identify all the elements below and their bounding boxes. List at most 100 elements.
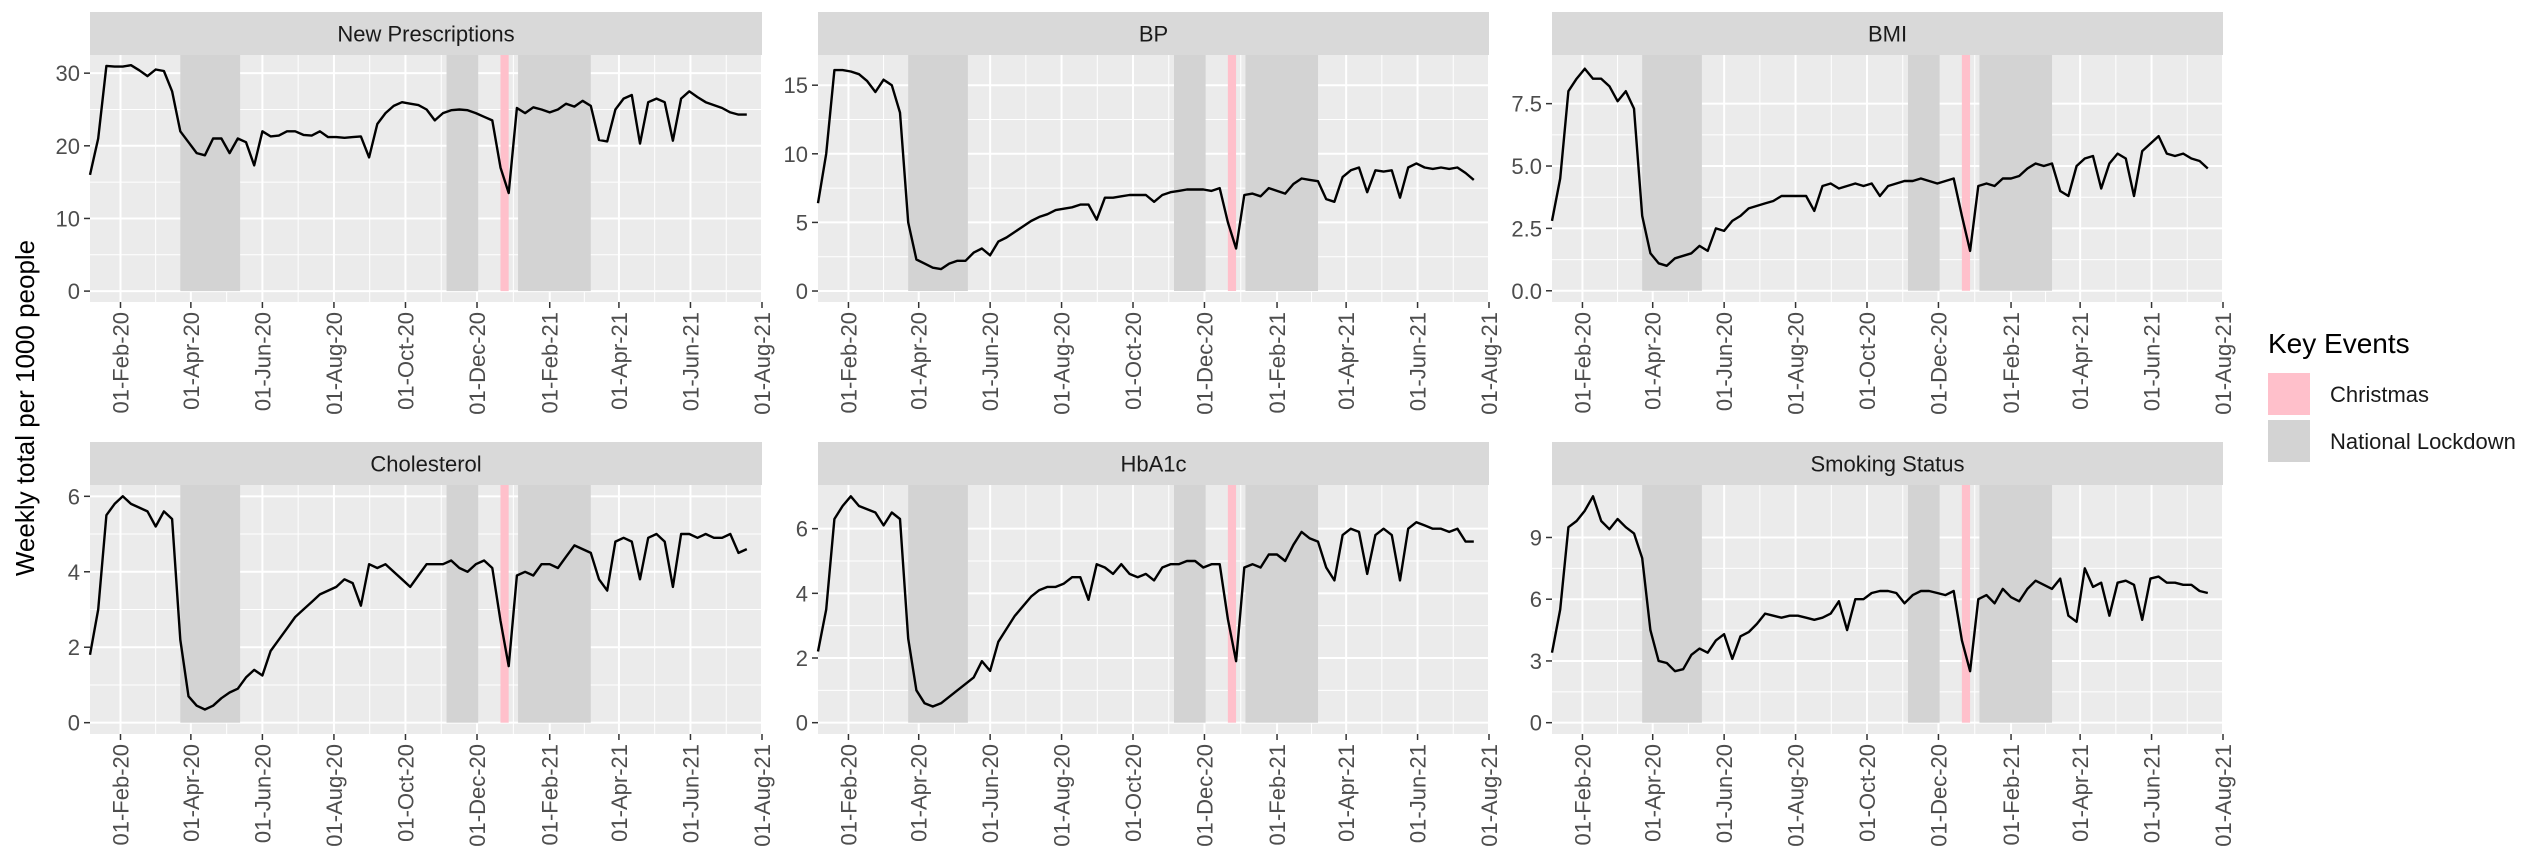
series-line xyxy=(88,495,748,711)
x-tick-label: 01-Feb-21 xyxy=(538,312,563,414)
lockdown-band xyxy=(1907,55,1940,291)
series-line xyxy=(816,495,1474,708)
panel-strip xyxy=(90,442,762,485)
panel-strip xyxy=(818,442,1489,485)
lockdown-band xyxy=(908,55,968,292)
lockdown-band xyxy=(518,55,591,292)
y-tick-label: 5 xyxy=(796,210,808,235)
panel-title: HbA1c xyxy=(1120,452,1186,477)
x-tick-label: 01-Aug-21 xyxy=(2211,744,2236,847)
x-tick-label: 01-Aug-20 xyxy=(322,312,347,415)
panel-0: New Prescriptions 0 10 20 30 01-Feb-20 01-Apr-… xyxy=(56,12,775,415)
x-tick-label: 01-Feb-20 xyxy=(1570,312,1595,414)
x-tick-label: 01-Apr-20 xyxy=(907,312,932,410)
y-tick-label: 6 xyxy=(1530,587,1542,612)
x-tick-label: 01-Jun-20 xyxy=(250,744,275,843)
x-tick-label: 01-Aug-21 xyxy=(750,744,775,847)
lockdown-band xyxy=(446,485,479,723)
panel-title: Cholesterol xyxy=(370,452,481,477)
lockdown-band xyxy=(1173,55,1206,292)
legend-key xyxy=(2268,420,2310,462)
x-tick-label: 01-Oct-20 xyxy=(1121,744,1146,842)
x-tick-label: 01-Feb-21 xyxy=(1265,744,1290,846)
x-tick-label: 01-Oct-20 xyxy=(1121,312,1146,410)
x-tick-label: 01-Dec-20 xyxy=(1926,744,1951,847)
x-tick-label: 01-Jun-21 xyxy=(679,744,704,843)
panel-strip xyxy=(1552,442,2223,485)
x-tick-label: 01-Feb-20 xyxy=(109,744,134,846)
series-line xyxy=(88,64,747,195)
x-tick-label: 01-Apr-20 xyxy=(1641,312,1666,410)
x-tick-label: 01-Feb-20 xyxy=(109,312,134,414)
x-tick-label: 01-Apr-21 xyxy=(607,744,632,842)
x-tick-label: 01-Aug-20 xyxy=(1784,312,1809,415)
panel-strip xyxy=(90,12,762,55)
panel-3: Cholesterol 0 2 4 6 01-Feb-20 01-Apr-20 01-Jun-… xyxy=(68,442,775,847)
x-tick-label: 01-Apr-20 xyxy=(907,744,932,842)
legend-key xyxy=(2268,373,2310,415)
lockdown-band xyxy=(1979,55,2053,291)
x-tick-label: 01-Feb-21 xyxy=(538,744,563,846)
series-line xyxy=(816,68,1475,271)
panel-strip xyxy=(1552,12,2223,55)
panel-title: Smoking Status xyxy=(1810,452,1964,477)
y-tick-label: 0 xyxy=(796,279,808,304)
lockdown-band xyxy=(518,485,591,723)
christmas-band xyxy=(1961,55,1971,291)
panel-strip xyxy=(818,12,1489,55)
y-tick-label: 4 xyxy=(68,560,80,585)
x-tick-label: 01-Jun-21 xyxy=(2140,312,2165,411)
christmas-band xyxy=(1227,485,1237,723)
y-tick-label: 0 xyxy=(796,711,808,736)
lockdown-band xyxy=(446,55,479,292)
christmas-band xyxy=(500,55,509,292)
lockdown-band xyxy=(1979,485,2053,723)
x-tick-label: 01-Aug-20 xyxy=(1784,744,1809,847)
panel-title: BMI xyxy=(1868,22,1907,47)
x-tick-label: 01-Feb-21 xyxy=(1999,312,2024,414)
x-tick-label: 01-Apr-21 xyxy=(1334,312,1359,410)
x-tick-label: 01-Feb-21 xyxy=(1999,744,2024,846)
legend: Key Events Christmas National Lockdown xyxy=(2268,328,2516,462)
y-tick-label: 0 xyxy=(68,711,80,736)
x-tick-label: 01-Aug-20 xyxy=(322,744,347,847)
lockdown-band xyxy=(1245,55,1319,292)
y-tick-label: 10 xyxy=(784,142,808,167)
y-tick-label: 15 xyxy=(784,73,808,98)
y-tick-label: 5.0 xyxy=(1511,154,1542,179)
x-tick-label: 01-Aug-21 xyxy=(2211,312,2236,415)
x-tick-label: 01-Feb-20 xyxy=(1570,744,1595,846)
lockdown-band xyxy=(1642,485,1702,723)
y-tick-label: 0.0 xyxy=(1511,279,1542,304)
x-tick-label: 01-Jun-20 xyxy=(250,312,275,411)
x-tick-label: 01-Dec-20 xyxy=(1926,312,1951,415)
y-tick-label: 2.5 xyxy=(1511,216,1542,241)
x-tick-label: 01-Dec-20 xyxy=(465,744,490,847)
x-tick-label: 01-Jun-21 xyxy=(1406,744,1431,843)
y-tick-label: 4 xyxy=(796,581,808,606)
y-tick-label: 7.5 xyxy=(1511,92,1542,117)
panel-4: HbA1c 0 2 4 6 01-Feb-20 01-Apr-20 01-Jun-20 01-A… xyxy=(796,442,1502,847)
lockdown-band xyxy=(1173,485,1206,723)
lockdown-band xyxy=(180,55,241,292)
y-tick-label: 0 xyxy=(68,279,80,304)
christmas-band xyxy=(500,485,509,723)
series-line xyxy=(1550,67,2209,267)
panel-title: New Prescriptions xyxy=(337,22,514,47)
x-tick-label: 01-Feb-20 xyxy=(836,312,861,414)
christmas-band xyxy=(1227,55,1237,292)
y-tick-label: 9 xyxy=(1530,525,1542,550)
lockdown-band xyxy=(908,485,968,723)
panel-title: BP xyxy=(1139,22,1168,47)
y-tick-label: 3 xyxy=(1530,649,1542,674)
x-tick-label: 01-Apr-21 xyxy=(1334,744,1359,842)
x-tick-label: 01-Apr-21 xyxy=(2068,744,2093,842)
x-tick-label: 01-Dec-20 xyxy=(1192,744,1217,847)
x-tick-label: 01-Oct-20 xyxy=(1855,312,1880,410)
y-tick-label: 20 xyxy=(56,134,80,159)
panel-2: BMI 0.0 2.5 5.0 7.5 01-Feb-20 01-Apr-20 01-Jun-… xyxy=(1511,12,2236,415)
x-tick-label: 01-Oct-20 xyxy=(1855,744,1880,842)
y-tick-label: 10 xyxy=(56,206,80,231)
lockdown-band xyxy=(1907,485,1940,723)
